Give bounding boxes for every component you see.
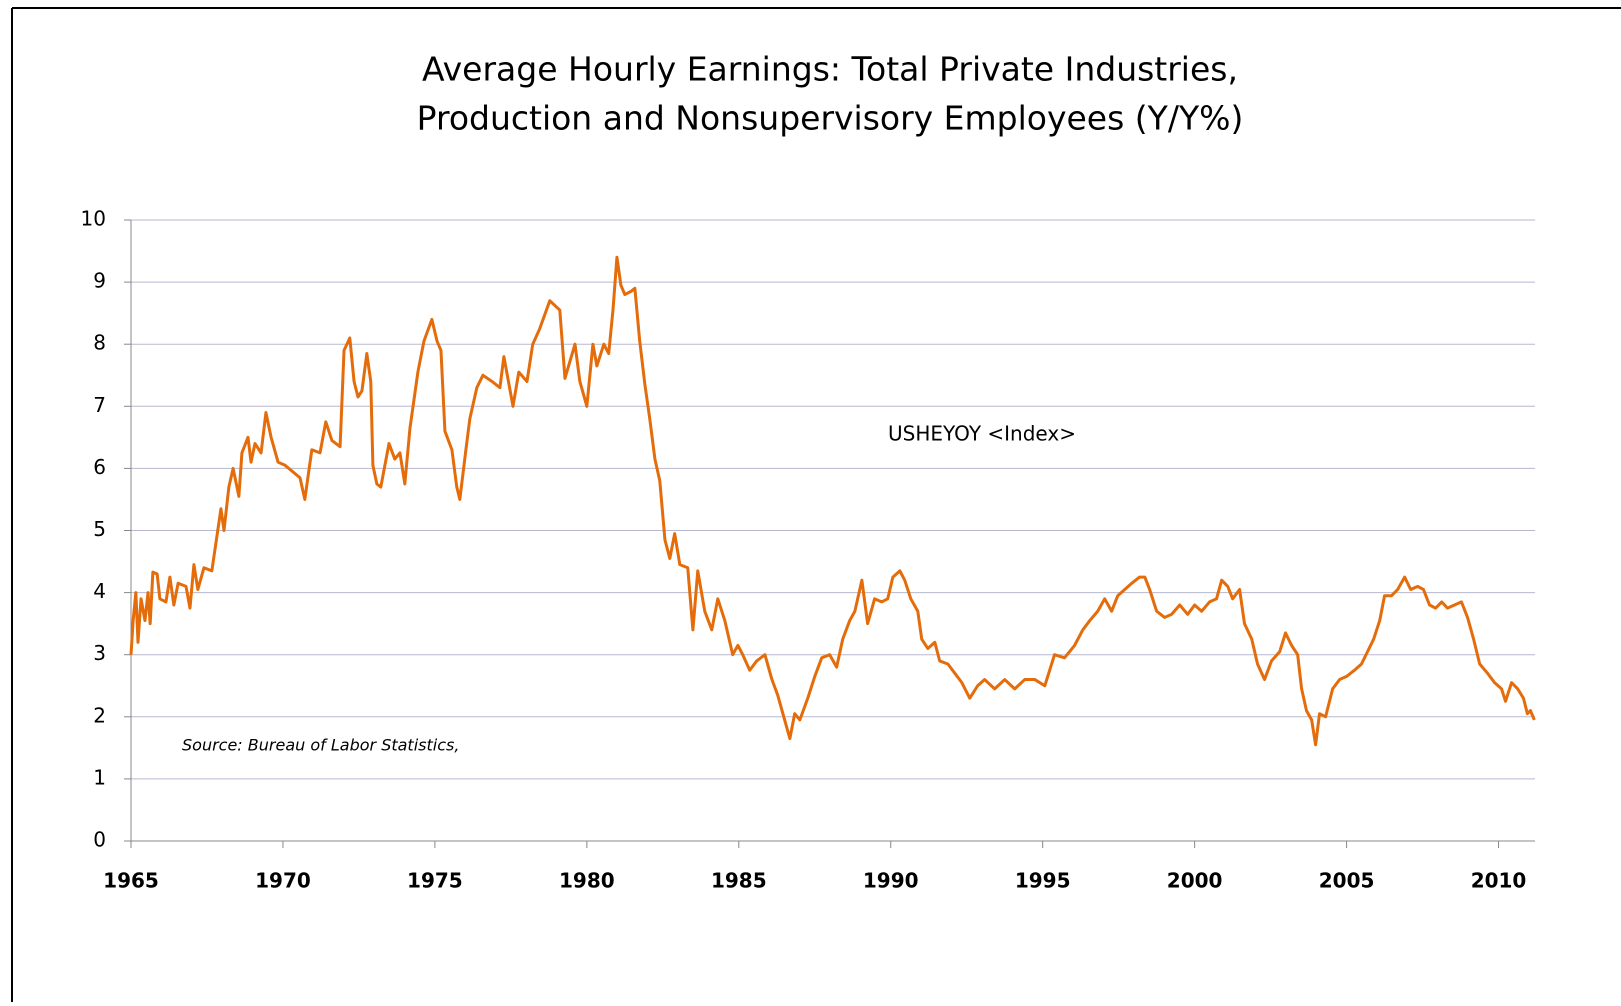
x-tick-label: 1995 bbox=[1015, 869, 1071, 893]
chart-title: Average Hourly Earnings: Total Private I… bbox=[422, 50, 1238, 89]
y-tick-label: 0 bbox=[93, 828, 106, 852]
series-label: USHEYOY <Index> bbox=[888, 422, 1076, 446]
y-tick-label: 1 bbox=[93, 765, 106, 789]
x-tick-label: 2010 bbox=[1471, 869, 1527, 893]
y-tick-label: 2 bbox=[93, 703, 106, 727]
x-tick-label: 1985 bbox=[711, 869, 767, 893]
y-tick-label: 7 bbox=[93, 393, 106, 417]
x-tick-label: 1975 bbox=[407, 869, 463, 893]
y-tick-label: 3 bbox=[93, 641, 106, 665]
x-tick-label: 1990 bbox=[863, 869, 919, 893]
source-note: Source: Bureau of Labor Statistics, bbox=[182, 736, 459, 755]
y-tick-label: 8 bbox=[93, 331, 106, 355]
y-tick-label: 5 bbox=[93, 517, 106, 541]
y-tick-label: 10 bbox=[81, 207, 106, 231]
x-tick-label: 1980 bbox=[559, 869, 615, 893]
chart-title: Production and Nonsupervisory Employees … bbox=[417, 99, 1244, 138]
x-tick-label: 2005 bbox=[1319, 869, 1375, 893]
y-tick-label: 6 bbox=[93, 455, 106, 479]
y-tick-label: 9 bbox=[93, 269, 106, 293]
y-tick-label: 4 bbox=[93, 579, 106, 603]
x-tick-label: 1970 bbox=[255, 869, 311, 893]
x-tick-label: 2000 bbox=[1167, 869, 1223, 893]
x-tick-label: 1965 bbox=[103, 869, 159, 893]
data-line bbox=[129, 255, 1536, 747]
